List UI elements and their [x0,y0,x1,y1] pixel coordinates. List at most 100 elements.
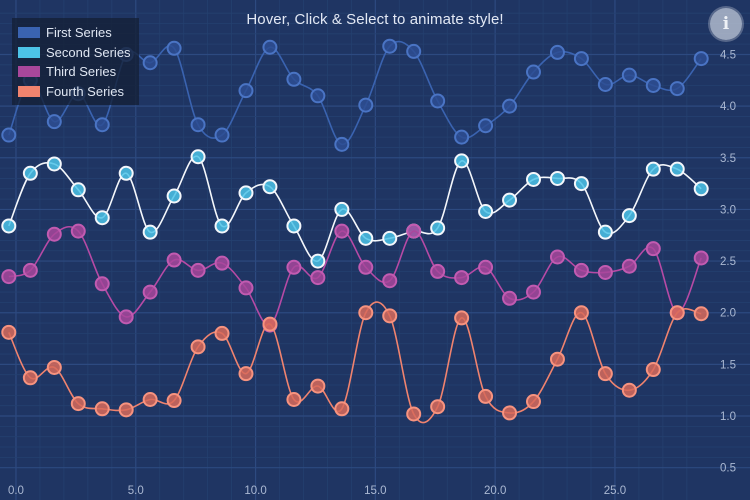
data-point[interactable] [597,264,613,280]
data-point[interactable] [645,161,661,177]
data-point[interactable] [22,370,38,386]
data-point[interactable] [262,316,278,332]
data-point[interactable] [549,170,565,186]
data-point[interactable] [597,224,613,240]
data-point[interactable] [693,250,709,266]
data-point[interactable] [430,399,446,415]
data-point[interactable] [262,39,278,55]
data-point[interactable] [142,284,158,300]
data-point[interactable] [502,405,518,421]
data-point[interactable] [621,208,637,224]
data-point[interactable] [478,118,494,134]
data-point[interactable] [573,176,589,192]
data-point[interactable] [238,185,254,201]
data-point[interactable] [190,339,206,355]
info-button[interactable]: i [710,8,742,40]
data-point[interactable] [166,393,182,409]
data-point[interactable] [22,262,38,278]
data-point[interactable] [238,280,254,296]
data-point[interactable] [525,394,541,410]
legend-item-third-series[interactable]: Third Series [18,62,131,82]
data-point[interactable] [454,129,470,145]
data-point[interactable] [597,76,613,92]
data-point[interactable] [573,305,589,321]
legend-item-first-series[interactable]: First Series [18,23,131,43]
data-point[interactable] [430,93,446,109]
data-point[interactable] [286,391,302,407]
data-point[interactable] [22,165,38,181]
data-point[interactable] [70,182,86,198]
data-point[interactable] [549,351,565,367]
data-point[interactable] [454,270,470,286]
data-point[interactable] [142,224,158,240]
data-point[interactable] [1,269,17,285]
data-point[interactable] [573,51,589,67]
data-point[interactable] [238,366,254,382]
data-point[interactable] [669,305,685,321]
data-point[interactable] [190,262,206,278]
data-point[interactable] [310,270,326,286]
data-point[interactable] [693,51,709,67]
data-point[interactable] [478,203,494,219]
data-point[interactable] [502,98,518,114]
data-point[interactable] [190,117,206,133]
data-point[interactable] [118,309,134,325]
data-point[interactable] [382,230,398,246]
data-point[interactable] [94,401,110,417]
data-point[interactable] [166,40,182,56]
data-point[interactable] [549,44,565,60]
data-point[interactable] [382,38,398,54]
data-point[interactable] [214,127,230,143]
data-point[interactable] [430,220,446,236]
data-point[interactable] [382,273,398,289]
data-point[interactable] [406,223,422,239]
data-point[interactable] [645,77,661,93]
data-point[interactable] [94,117,110,133]
data-point[interactable] [70,223,86,239]
data-point[interactable] [645,241,661,257]
data-point[interactable] [94,276,110,292]
data-point[interactable] [334,201,350,217]
data-point[interactable] [334,223,350,239]
data-point[interactable] [310,88,326,104]
data-point[interactable] [406,406,422,422]
data-point[interactable] [286,218,302,234]
data-point[interactable] [454,153,470,169]
data-point[interactable] [1,218,17,234]
data-point[interactable] [358,259,374,275]
data-point[interactable] [1,127,17,143]
data-point[interactable] [358,230,374,246]
data-point[interactable] [430,263,446,279]
data-point[interactable] [46,114,62,130]
data-point[interactable] [334,401,350,417]
data-point[interactable] [549,249,565,265]
data-point[interactable] [238,83,254,99]
data-point[interactable] [214,255,230,271]
data-point[interactable] [46,156,62,172]
data-point[interactable] [358,97,374,113]
data-point[interactable] [693,306,709,322]
data-point[interactable] [382,308,398,324]
data-point[interactable] [621,382,637,398]
data-point[interactable] [94,210,110,226]
data-point[interactable] [166,252,182,268]
data-point[interactable] [573,262,589,278]
data-point[interactable] [621,67,637,83]
data-point[interactable] [406,43,422,59]
data-point[interactable] [142,55,158,71]
data-point[interactable] [597,366,613,382]
data-point[interactable] [118,402,134,418]
data-point[interactable] [70,396,86,412]
data-point[interactable] [669,161,685,177]
data-point[interactable] [286,71,302,87]
data-point[interactable] [693,181,709,197]
data-point[interactable] [262,179,278,195]
data-point[interactable] [525,171,541,187]
data-point[interactable] [214,218,230,234]
data-point[interactable] [334,136,350,152]
data-point[interactable] [1,324,17,340]
data-point[interactable] [286,259,302,275]
data-point[interactable] [621,258,637,274]
data-point[interactable] [118,165,134,181]
